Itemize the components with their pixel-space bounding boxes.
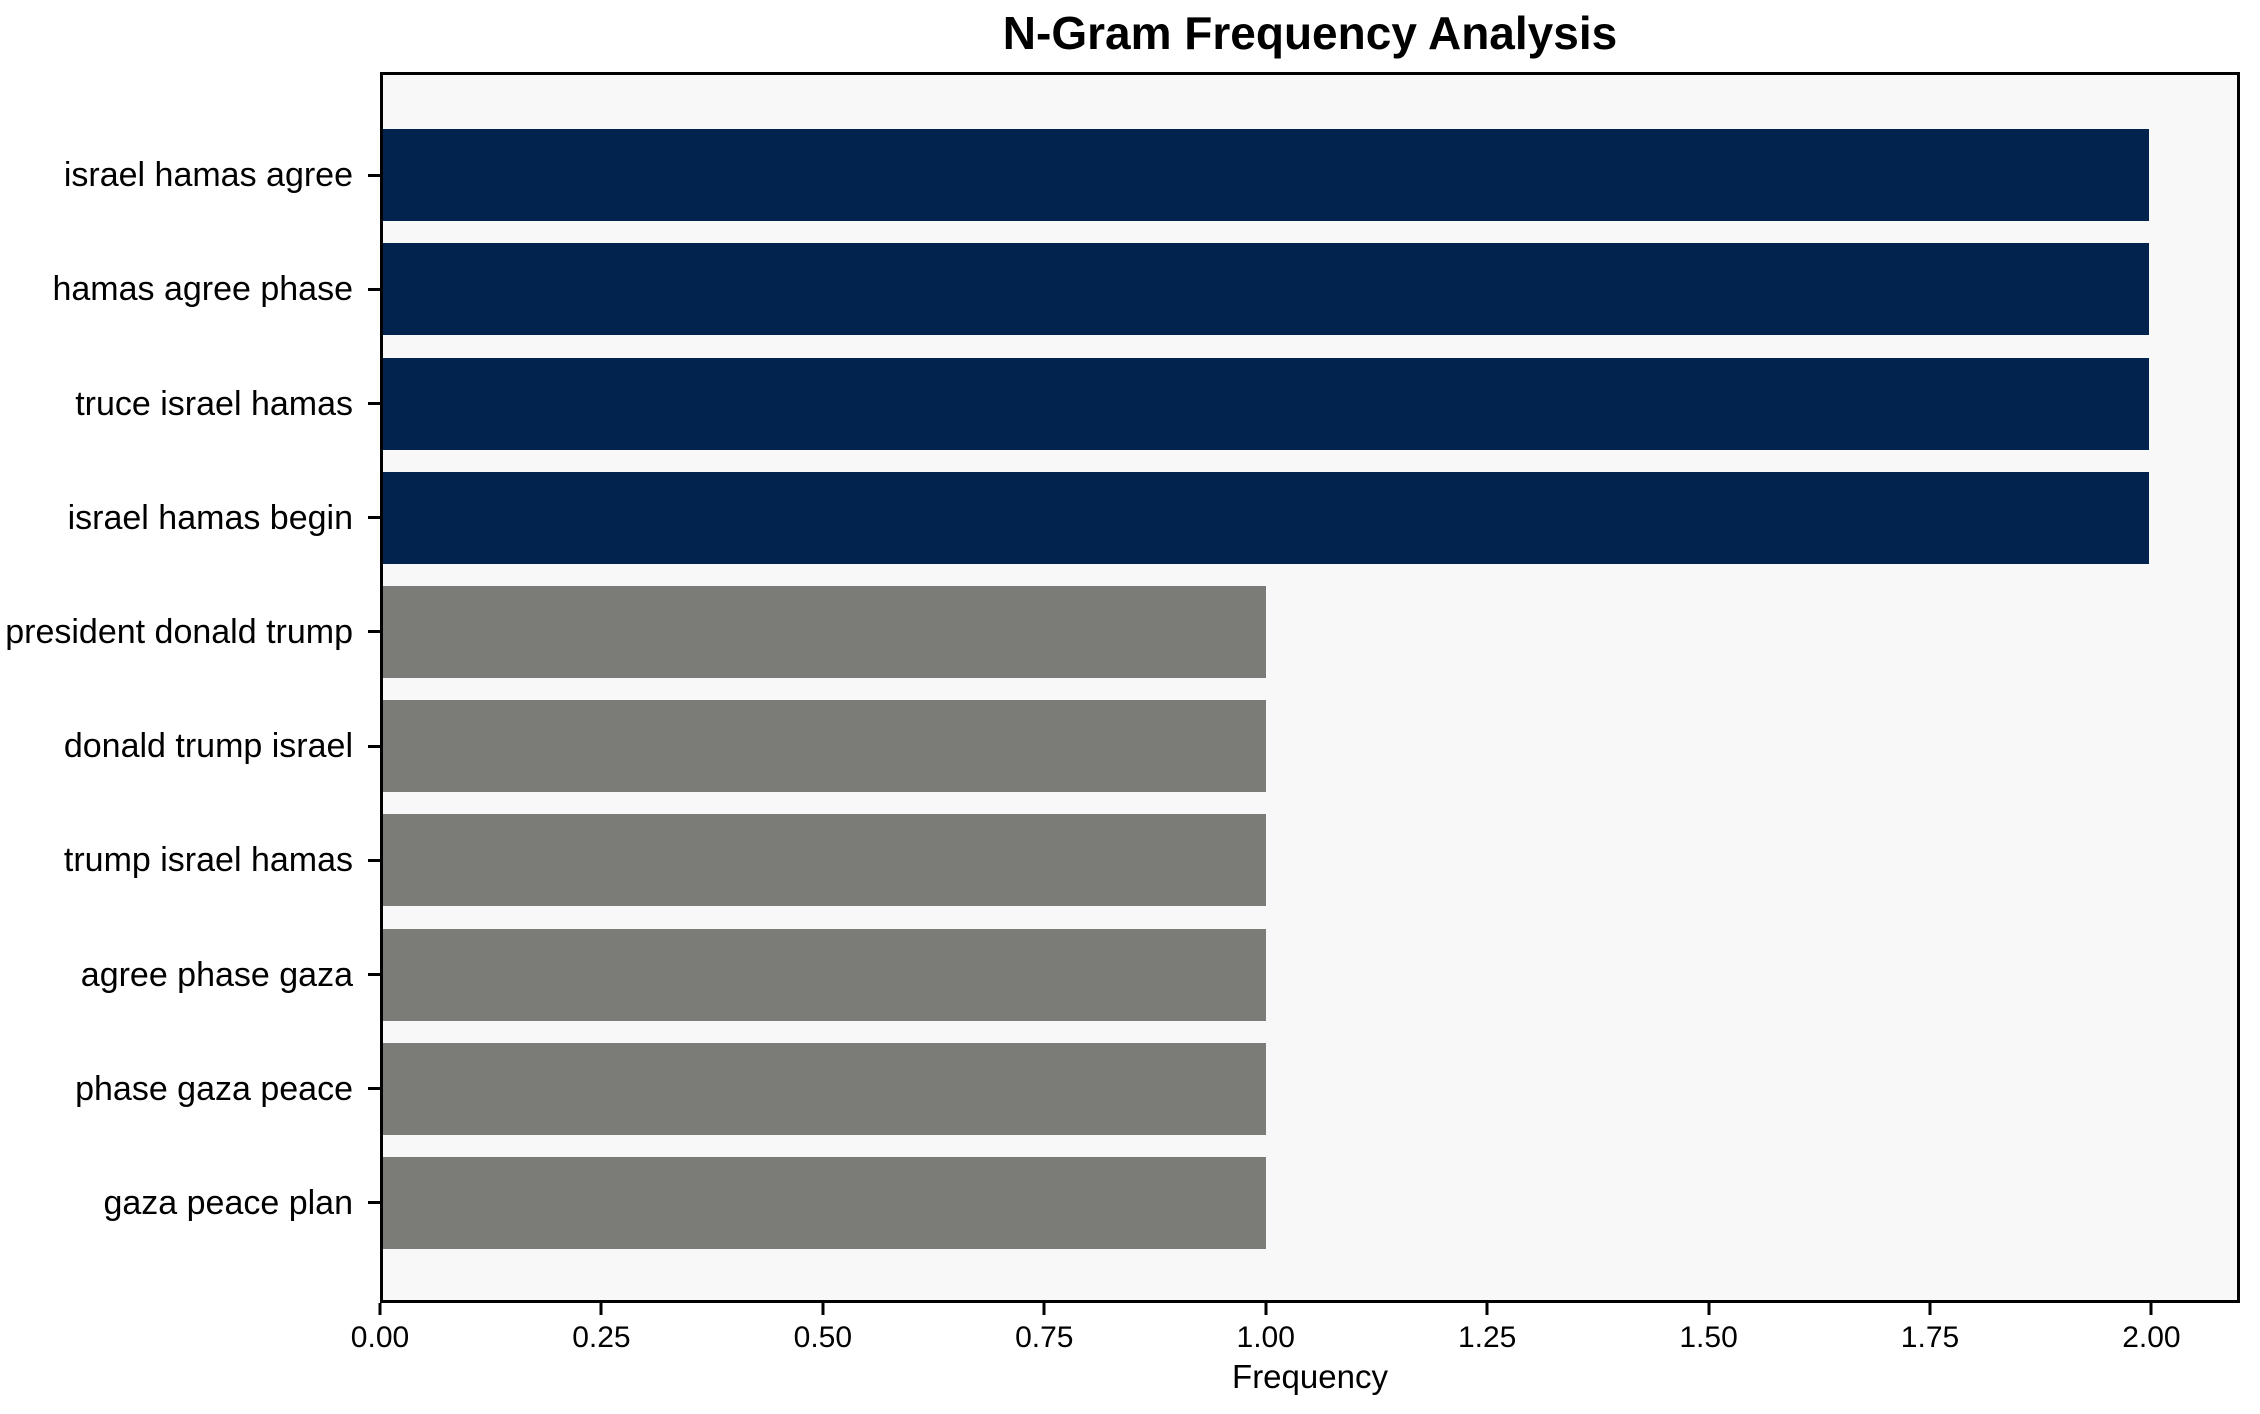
x-tick-label: 0.00 bbox=[350, 1321, 410, 1354]
x-tick-label: 1.25 bbox=[1457, 1321, 1517, 1354]
y-axis-row: agree phase gaza bbox=[0, 917, 380, 1031]
bars-container bbox=[383, 75, 2237, 1300]
y-axis-row: truce israel hamas bbox=[0, 346, 380, 460]
bar-band bbox=[383, 118, 2237, 232]
bar bbox=[383, 928, 1266, 1021]
y-axis-row: president donald trump bbox=[0, 575, 380, 689]
bar-band bbox=[383, 803, 2237, 917]
bar bbox=[383, 1042, 1266, 1135]
bar bbox=[383, 1156, 1266, 1249]
y-tick-mark bbox=[368, 1201, 380, 1205]
x-axis-title: Frequency bbox=[1232, 1358, 1388, 1395]
x-tick-label: 0.75 bbox=[1015, 1321, 1074, 1354]
x-tick-mark bbox=[2149, 1303, 2153, 1315]
bar bbox=[383, 585, 1266, 678]
bar-band bbox=[383, 917, 2237, 1031]
y-tick-mark bbox=[368, 858, 380, 862]
y-tick-label: donald trump israel bbox=[63, 727, 353, 766]
y-tick-mark bbox=[368, 973, 380, 977]
bar-band bbox=[383, 461, 2237, 575]
y-axis-row: hamas agree phase bbox=[0, 232, 380, 346]
y-tick-label: trump israel hamas bbox=[63, 841, 353, 880]
y-axis-row: israel hamas begin bbox=[0, 461, 380, 575]
x-tick-mark bbox=[1485, 1303, 1489, 1315]
y-tick-label: israel hamas begin bbox=[67, 498, 353, 537]
bar bbox=[383, 243, 2149, 336]
bar bbox=[383, 129, 2149, 222]
x-tick-label: 2.00 bbox=[2122, 1321, 2181, 1354]
x-tick-mark bbox=[821, 1303, 825, 1315]
bar-band bbox=[383, 1032, 2237, 1146]
y-axis-row: donald trump israel bbox=[0, 689, 380, 803]
y-axis-row: gaza peace plan bbox=[0, 1146, 380, 1260]
y-axis-row: phase gaza peace bbox=[0, 1032, 380, 1146]
x-tick-mark bbox=[378, 1303, 382, 1315]
bar bbox=[383, 814, 1266, 907]
bar-band bbox=[383, 346, 2237, 460]
x-tick-mark bbox=[1707, 1303, 1711, 1315]
y-tick-mark bbox=[368, 516, 380, 520]
bar-band bbox=[383, 232, 2237, 346]
y-tick-label: israel hamas agree bbox=[63, 156, 353, 195]
x-tick-label: 0.50 bbox=[793, 1321, 853, 1354]
y-tick-label: agree phase gaza bbox=[80, 955, 353, 994]
y-tick-label: president donald trump bbox=[5, 612, 353, 651]
y-tick-label: hamas agree phase bbox=[52, 270, 353, 309]
x-tick-mark bbox=[1928, 1303, 1932, 1315]
y-tick-label: phase gaza peace bbox=[75, 1069, 353, 1108]
y-tick-label: truce israel hamas bbox=[75, 384, 353, 423]
y-tick-mark bbox=[368, 287, 380, 291]
y-tick-mark bbox=[368, 1087, 380, 1091]
bar-band bbox=[383, 689, 2237, 803]
bar-band bbox=[383, 575, 2237, 689]
x-tick-label: 0.25 bbox=[572, 1321, 631, 1354]
x-tick-label: 1.75 bbox=[1900, 1321, 1960, 1354]
x-tick-mark bbox=[1042, 1303, 1046, 1315]
x-tick-mark bbox=[1264, 1303, 1268, 1315]
y-tick-mark bbox=[368, 402, 380, 405]
y-axis-labels: israel hamas agree hamas agree phase truce… bbox=[0, 72, 380, 1303]
y-tick-mark bbox=[368, 744, 380, 748]
y-tick-mark bbox=[368, 630, 380, 634]
chart-title: N-Gram Frequency Analysis bbox=[1002, 7, 1618, 59]
y-tick-mark bbox=[368, 173, 380, 177]
x-tick-label: 1.00 bbox=[1236, 1321, 1295, 1354]
bar bbox=[383, 357, 2149, 450]
bar bbox=[383, 700, 1266, 793]
bar-band bbox=[383, 1146, 2237, 1260]
plot-area bbox=[380, 72, 2240, 1303]
x-tick-mark bbox=[599, 1303, 603, 1315]
bar bbox=[383, 471, 2149, 564]
x-tick-label: 1.50 bbox=[1679, 1321, 1738, 1354]
y-axis-row: trump israel hamas bbox=[0, 803, 380, 917]
y-axis-row: israel hamas agree bbox=[0, 118, 380, 232]
y-tick-label: gaza peace plan bbox=[103, 1183, 353, 1222]
x-axis: 0.00 0.25 0.50 0.75 1.00 1.25 1.50 1.75 2.00 bbox=[351, 1303, 2240, 1367]
